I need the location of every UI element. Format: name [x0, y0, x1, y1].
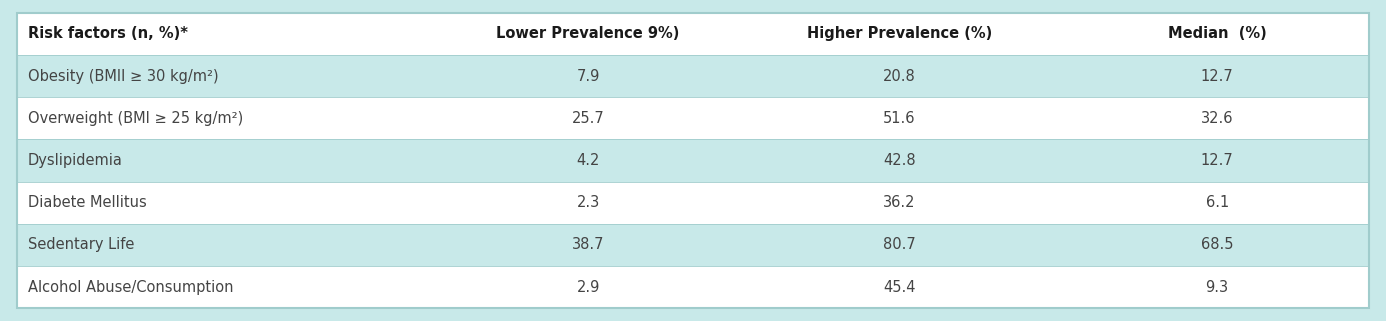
Text: Dyslipidemia: Dyslipidemia [28, 153, 122, 168]
Text: 12.7: 12.7 [1200, 69, 1234, 84]
FancyBboxPatch shape [17, 97, 1369, 139]
Text: 45.4: 45.4 [883, 280, 916, 295]
Text: Risk factors (n, %)*: Risk factors (n, %)* [28, 26, 187, 41]
Text: 68.5: 68.5 [1200, 237, 1234, 252]
Text: Lower Prevalence 9%): Lower Prevalence 9%) [496, 26, 681, 41]
Text: 12.7: 12.7 [1200, 153, 1234, 168]
Text: 7.9: 7.9 [577, 69, 600, 84]
FancyBboxPatch shape [17, 266, 1369, 308]
Text: 51.6: 51.6 [883, 111, 916, 126]
Text: 6.1: 6.1 [1206, 195, 1229, 210]
FancyBboxPatch shape [17, 224, 1369, 266]
Text: 4.2: 4.2 [577, 153, 600, 168]
FancyBboxPatch shape [17, 182, 1369, 224]
Text: Overweight (BMI ≥ 25 kg/m²): Overweight (BMI ≥ 25 kg/m²) [28, 111, 243, 126]
Text: 80.7: 80.7 [883, 237, 916, 252]
Text: 9.3: 9.3 [1206, 280, 1229, 295]
Text: Alcohol Abuse/Consumption: Alcohol Abuse/Consumption [28, 280, 233, 295]
Text: 25.7: 25.7 [572, 111, 604, 126]
Text: 32.6: 32.6 [1200, 111, 1234, 126]
Text: Diabete Mellitus: Diabete Mellitus [28, 195, 147, 210]
Text: 38.7: 38.7 [572, 237, 604, 252]
Text: Higher Prevalence (%): Higher Prevalence (%) [807, 26, 992, 41]
Text: Obesity (BMII ≥ 30 kg/m²): Obesity (BMII ≥ 30 kg/m²) [28, 69, 219, 84]
Text: 2.3: 2.3 [577, 195, 600, 210]
Text: 42.8: 42.8 [883, 153, 916, 168]
FancyBboxPatch shape [17, 55, 1369, 97]
Text: 36.2: 36.2 [883, 195, 916, 210]
FancyBboxPatch shape [17, 13, 1369, 55]
Text: Sedentary Life: Sedentary Life [28, 237, 134, 252]
Text: Median  (%): Median (%) [1168, 26, 1267, 41]
FancyBboxPatch shape [17, 139, 1369, 182]
Text: 20.8: 20.8 [883, 69, 916, 84]
Text: 2.9: 2.9 [577, 280, 600, 295]
